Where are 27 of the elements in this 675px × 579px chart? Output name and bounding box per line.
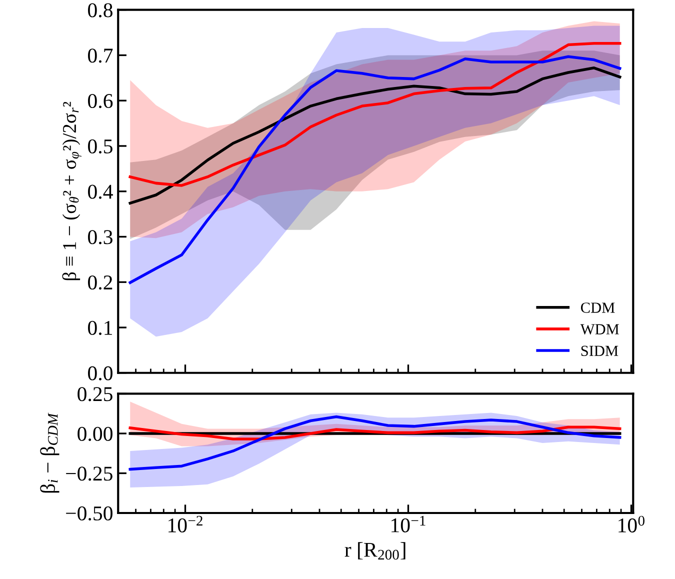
- y-tick-label: 0.7: [88, 48, 113, 63]
- y-tick-label: 0.0: [88, 366, 112, 380]
- y-axis-title: β ≡ 1 − (σ$_{θ}$² + σ$_{φ}$²)/2σ$_{r}$²: [62, 102, 82, 280]
- y-tick-label: 0.25: [78, 387, 112, 402]
- y-tick-label: 0.6: [88, 94, 113, 108]
- x-tick-label: 10$^{−1}$: [392, 516, 426, 532]
- y-tick-label: 0.5: [88, 139, 112, 154]
- x-axis-title: r [R$_{200}$]: [344, 542, 406, 560]
- y-tick-label: 0.3: [88, 230, 112, 244]
- line-series: [128, 415, 622, 471]
- line-series: [128, 66, 622, 205]
- line-series: [128, 426, 622, 440]
- y-tick-label: 0.00: [78, 426, 112, 441]
- y-tick-label: −0.50: [66, 506, 112, 521]
- y-tick-label: 0.2: [88, 275, 112, 290]
- x-tick-label: 10$^{−2}$: [168, 516, 202, 532]
- y-tick-label: 0.4: [88, 184, 113, 199]
- line-series: [128, 55, 622, 284]
- y-tick-label: 0.1: [88, 320, 112, 336]
- y-tick-label: 0.8: [88, 3, 112, 18]
- legend-label: WDM: [580, 324, 619, 335]
- line-series: [128, 42, 622, 187]
- legend-label: CDM: [580, 302, 615, 313]
- y-tick-label: −0.25: [66, 466, 112, 481]
- legend-label: SIDM: [581, 346, 618, 356]
- y-axis-title: β$_{i}$ − β$_{CDM}$: [40, 412, 60, 493]
- x-tick-label: 10$^{0}$: [618, 516, 644, 532]
